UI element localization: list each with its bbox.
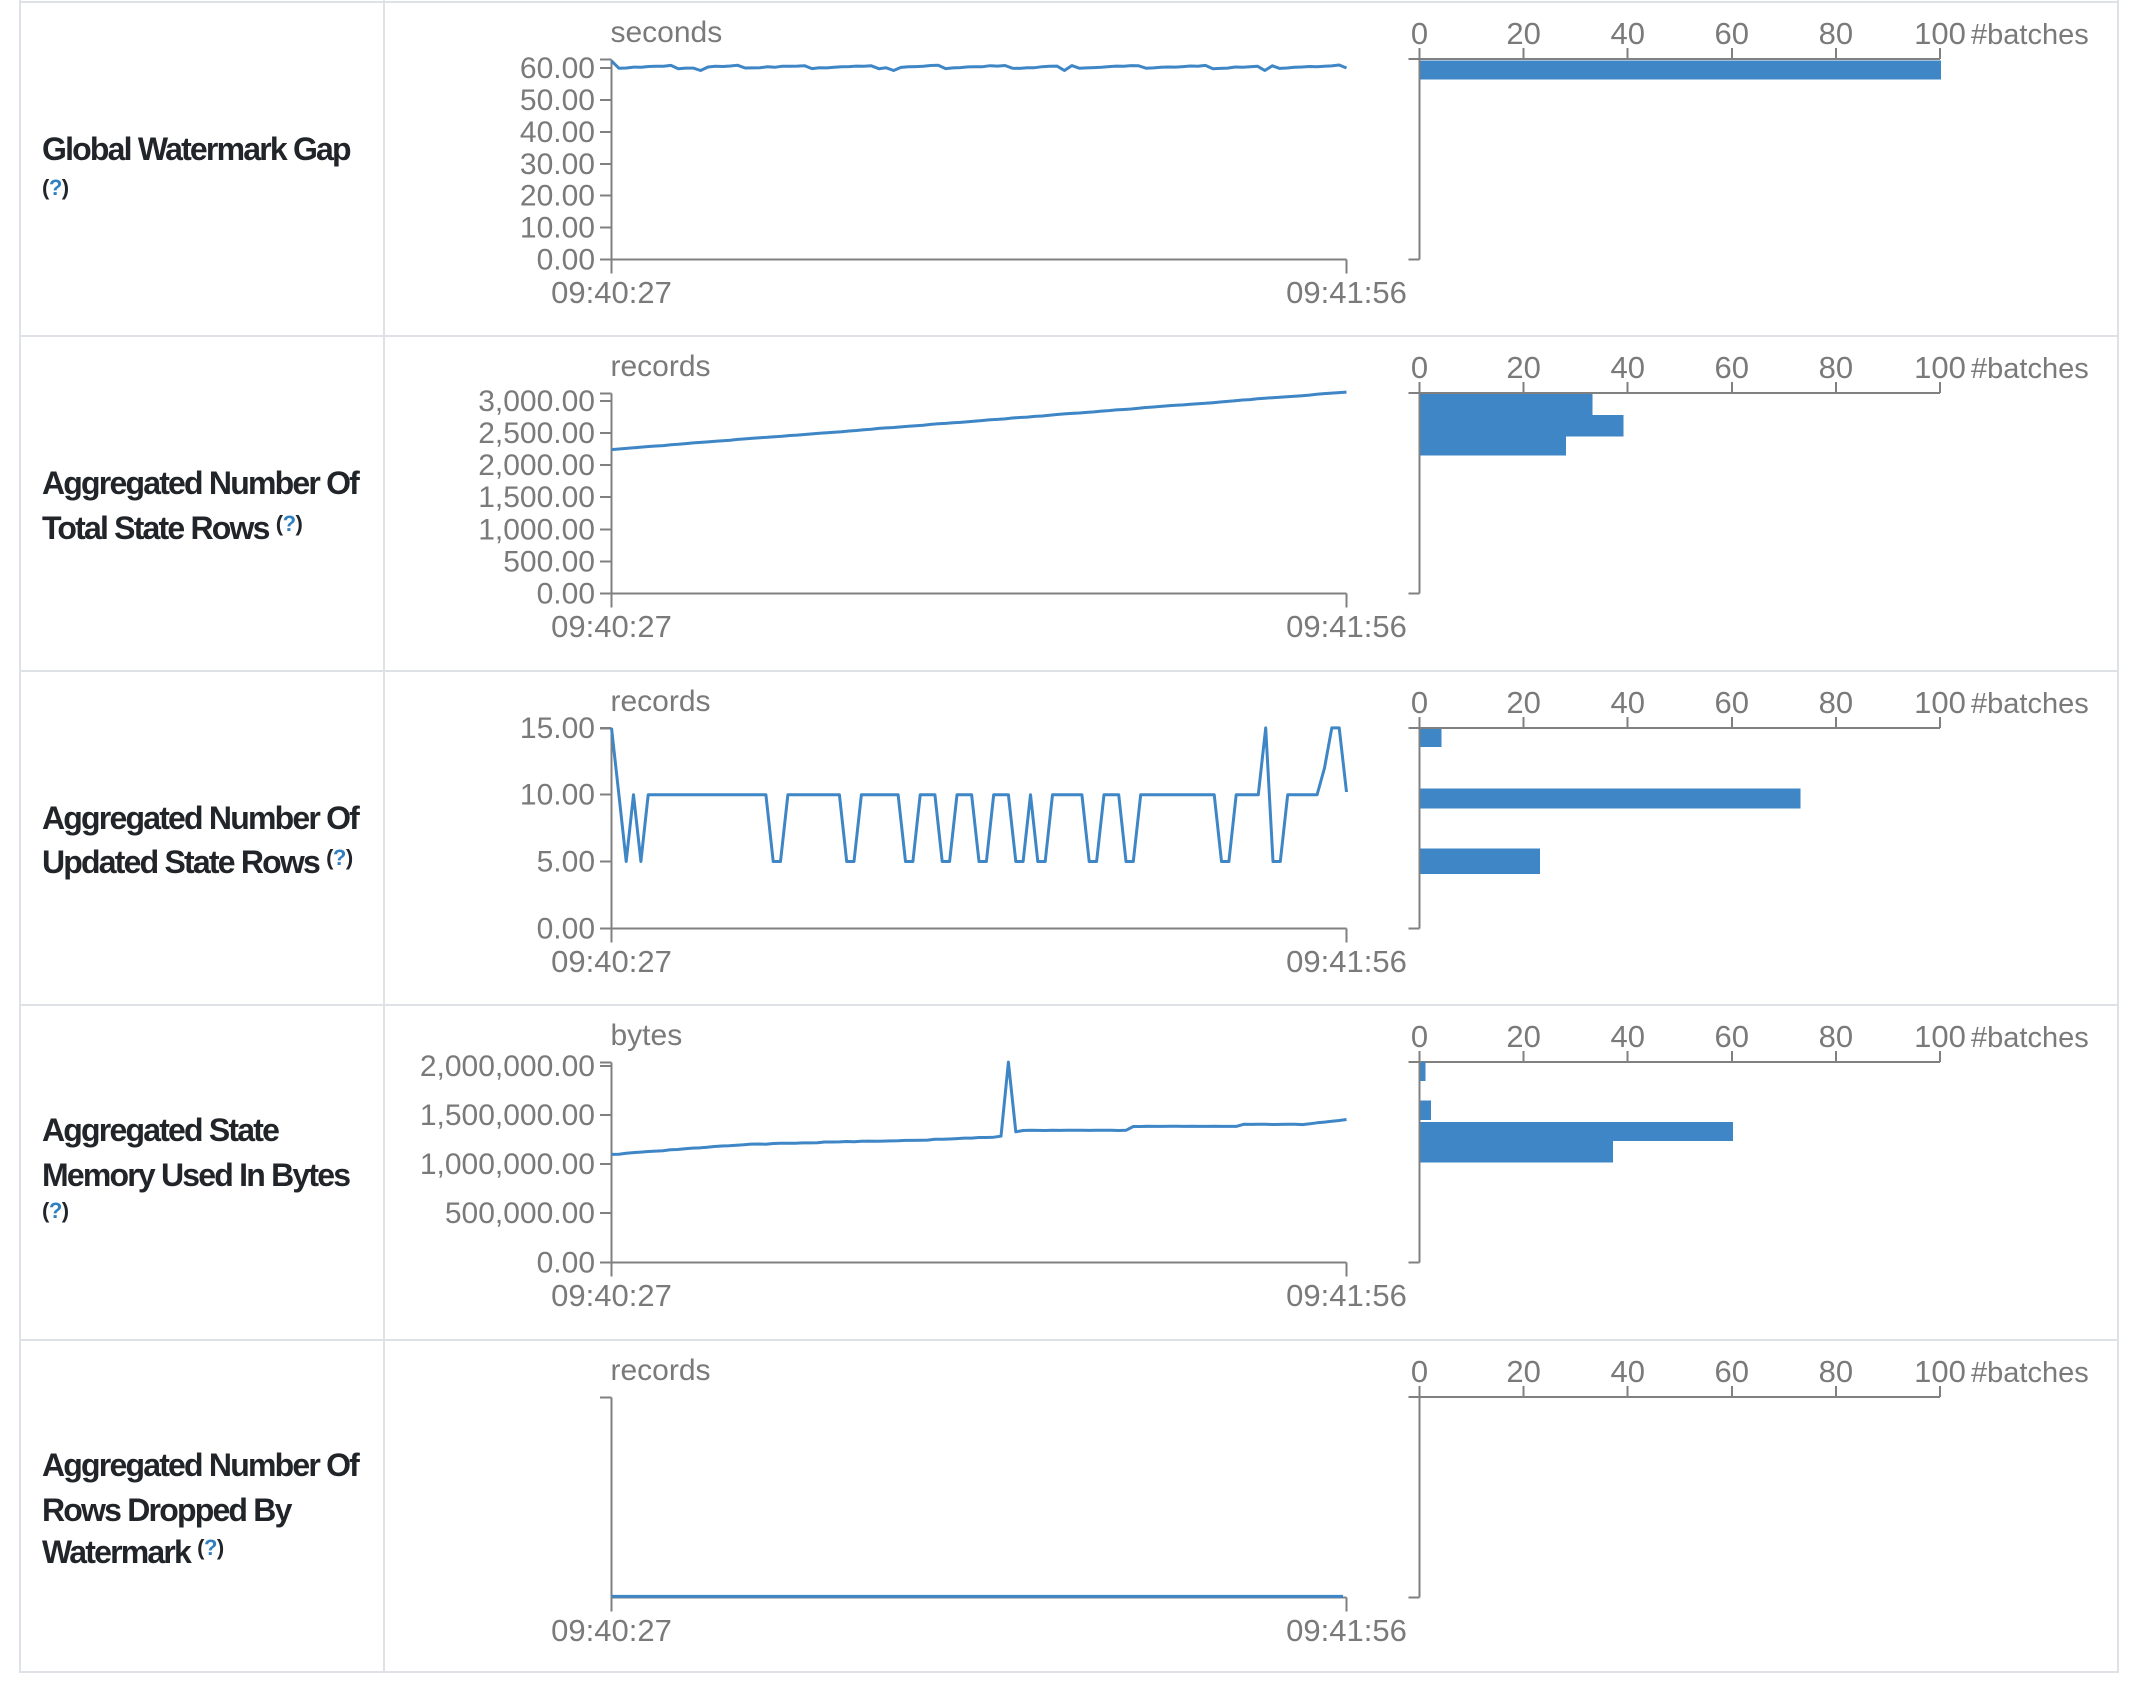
svg-text:30.00: 30.00 [520,148,595,181]
svg-text:20: 20 [1506,685,1540,720]
svg-text:0.00: 0.00 [537,243,595,276]
svg-text:50.00: 50.00 [520,84,595,117]
svg-text:#batches: #batches [1971,1022,2089,1054]
svg-text:20: 20 [1506,16,1540,51]
svg-text:40.00: 40.00 [520,116,595,149]
svg-text:5.00: 5.00 [537,846,595,879]
svg-text:09:40:27: 09:40:27 [551,1613,672,1648]
svg-text:0.00: 0.00 [537,912,595,945]
svg-text:500.00: 500.00 [503,545,595,578]
svg-text:100: 100 [1914,350,1966,385]
svg-text:0: 0 [1411,685,1428,720]
svg-text:09:40:27: 09:40:27 [551,1278,672,1313]
svg-text:09:41:56: 09:41:56 [1286,1278,1407,1313]
svg-text:seconds: seconds [611,16,723,49]
svg-text:15.00: 15.00 [520,712,595,745]
svg-text:100: 100 [1914,1354,1966,1389]
svg-text:60: 60 [1715,16,1749,51]
svg-text:1,500,000.00: 1,500,000.00 [420,1099,595,1132]
svg-text:40: 40 [1610,16,1644,51]
svg-text:60: 60 [1715,685,1749,720]
svg-text:records: records [611,685,711,718]
svg-text:09:41:56: 09:41:56 [1286,275,1407,310]
svg-text:09:40:27: 09:40:27 [551,609,672,644]
svg-text:records: records [611,350,711,383]
svg-text:09:40:27: 09:40:27 [551,275,672,310]
svg-text:80: 80 [1819,685,1853,720]
svg-text:3,000.00: 3,000.00 [478,385,595,418]
svg-text:100: 100 [1914,685,1966,720]
svg-text:60: 60 [1715,350,1749,385]
svg-text:40: 40 [1610,350,1644,385]
svg-text:0: 0 [1411,1019,1428,1054]
svg-text:#batches: #batches [1971,1357,2089,1389]
svg-text:2,000.00: 2,000.00 [478,449,595,482]
svg-text:0.00: 0.00 [537,1246,595,1279]
svg-text:10.00: 10.00 [520,779,595,812]
svg-text:100: 100 [1914,1019,1966,1054]
svg-text:0: 0 [1411,1354,1428,1389]
svg-text:1,500.00: 1,500.00 [478,481,595,514]
svg-text:80: 80 [1819,1354,1853,1389]
svg-text:#batches: #batches [1971,688,2089,720]
svg-text:0: 0 [1411,16,1428,51]
svg-text:bytes: bytes [611,1019,683,1052]
svg-text:10.00: 10.00 [520,212,595,245]
svg-text:09:41:56: 09:41:56 [1286,609,1407,644]
svg-text:1,000.00: 1,000.00 [478,513,595,546]
svg-text:500,000.00: 500,000.00 [445,1197,595,1230]
svg-text:60: 60 [1715,1019,1749,1054]
svg-text:09:41:56: 09:41:56 [1286,944,1407,979]
svg-text:80: 80 [1819,16,1853,51]
svg-text:40: 40 [1610,685,1644,720]
svg-text:2,000,000.00: 2,000,000.00 [420,1050,595,1083]
svg-text:80: 80 [1819,1019,1853,1054]
svg-text:20: 20 [1506,1354,1540,1389]
svg-text:1,000,000.00: 1,000,000.00 [420,1148,595,1181]
svg-text:2,500.00: 2,500.00 [478,417,595,450]
svg-text:#batches: #batches [1971,19,2089,51]
svg-text:60.00: 60.00 [520,52,595,85]
svg-text:0.00: 0.00 [537,577,595,610]
svg-text:09:40:27: 09:40:27 [551,944,672,979]
svg-text:09:41:56: 09:41:56 [1286,1613,1407,1648]
svg-text:40: 40 [1610,1019,1644,1054]
svg-text:20.00: 20.00 [520,180,595,213]
svg-text:0: 0 [1411,350,1428,385]
svg-text:60: 60 [1715,1354,1749,1389]
svg-text:20: 20 [1506,1019,1540,1054]
svg-text:records: records [611,1354,711,1387]
svg-text:#batches: #batches [1971,353,2089,385]
svg-text:80: 80 [1819,350,1853,385]
svg-text:100: 100 [1914,16,1966,51]
svg-text:40: 40 [1610,1354,1644,1389]
svg-text:20: 20 [1506,350,1540,385]
